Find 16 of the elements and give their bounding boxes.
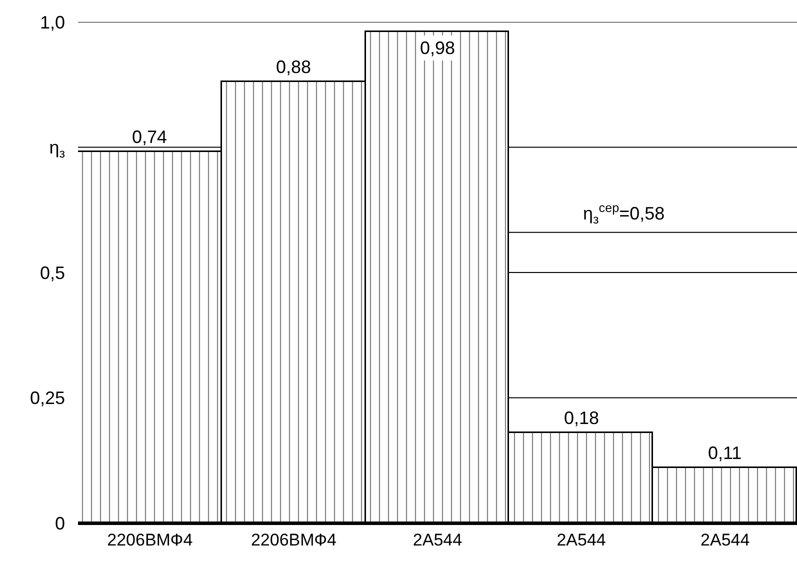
y-tick-label: 0,5 (40, 262, 65, 283)
y-tick-label: 1,0 (40, 12, 65, 32)
x-tick-label: 2206ВМФ4 (250, 530, 336, 550)
data-label: 0,11 (708, 443, 742, 463)
data-label: 0,88 (276, 57, 312, 77)
x-tick-label: 2А544 (700, 530, 750, 550)
data-label: 0,18 (564, 408, 600, 428)
y-tick-label: 0 (54, 513, 65, 534)
x-tick-label: 2206ВМФ4 (107, 530, 193, 550)
y-tick-label: η$_{з}$ (49, 138, 66, 160)
x-tick-label: 2А544 (556, 530, 606, 550)
data-label: 0,98 (420, 38, 456, 58)
y-tick-label: 0,25 (30, 388, 65, 408)
x-tick-label: 2А544 (412, 530, 462, 550)
data-label: 0,74 (132, 127, 168, 147)
ref-line-label: η$_{з}$$^{сер}$=0,58 (583, 201, 665, 226)
